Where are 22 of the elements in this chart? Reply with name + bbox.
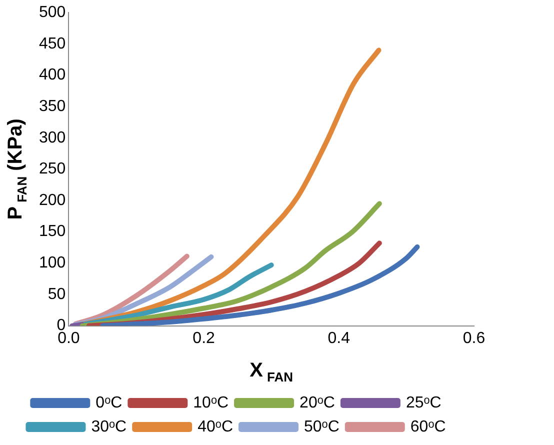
y-tick-label: 450 [38, 35, 66, 52]
legend-label: 40ᵒC [198, 418, 233, 436]
legend-label: 0ᵒC [96, 394, 122, 412]
y-tick-label: 200 [38, 192, 66, 209]
legend-label: 20ᵒC [300, 394, 335, 412]
y-tick-label: 350 [38, 98, 66, 115]
y-tick-label: 300 [38, 129, 66, 146]
legend-label: 25ᵒC [406, 394, 442, 412]
x-tick-label: 0.4 [328, 330, 350, 347]
y-tick-label: 250 [38, 160, 66, 178]
x-tick-label: 0.2 [192, 330, 216, 347]
y-tick-label: 400 [38, 66, 66, 84]
x-tick-label: 0.6 [462, 330, 486, 347]
legend-label: 30ᵒC [91, 418, 127, 436]
legend-label: 60ᵒC [410, 418, 446, 436]
y-axis-title: PFAN (KPa) [4, 118, 30, 220]
y-tick-label: 100 [38, 254, 66, 272]
y-tick-label: 50 [48, 286, 66, 303]
y-tick-label: 500 [38, 4, 66, 22]
y-tick-label: 150 [38, 223, 66, 240]
legend-label: 10ᵒC [193, 394, 229, 412]
legend-label: 50ᵒC [304, 418, 340, 436]
